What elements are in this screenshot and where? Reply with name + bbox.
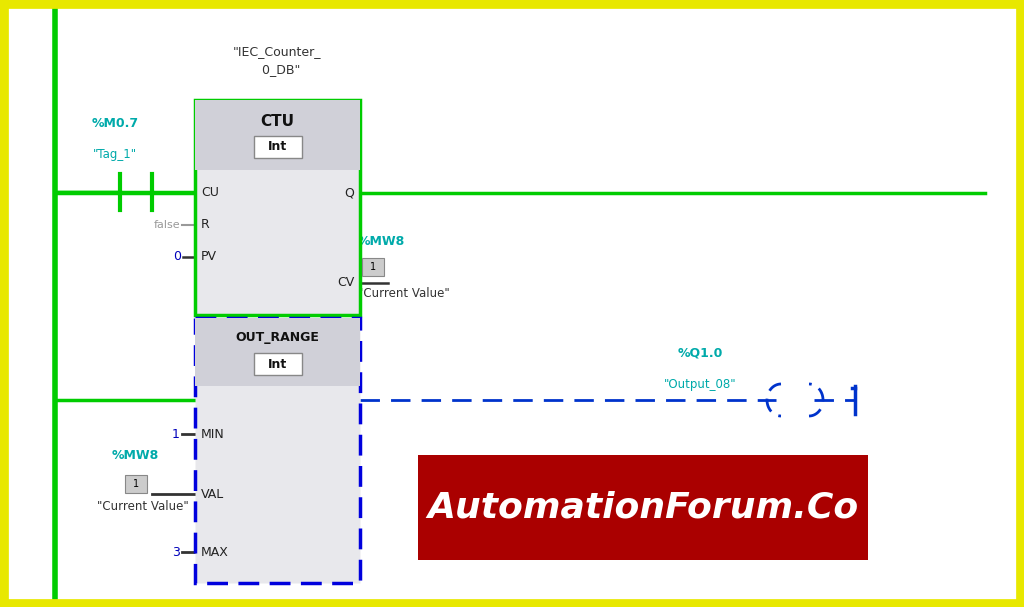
Text: false: false (154, 220, 180, 230)
Text: Q: Q (344, 186, 354, 200)
Bar (418, 455, 868, 560)
Text: PV: PV (201, 251, 217, 263)
Bar (195, 100, 360, 315)
Text: %M0.7: %M0.7 (91, 117, 138, 130)
Text: MIN: MIN (201, 427, 224, 441)
Text: Int: Int (268, 358, 287, 370)
Text: 0_DB": 0_DB" (254, 63, 300, 76)
Text: CTU: CTU (260, 115, 295, 129)
Text: "Output_08": "Output_08" (664, 378, 736, 391)
Text: OUT_RANGE: OUT_RANGE (236, 331, 319, 345)
Text: AutomationForum.Co: AutomationForum.Co (427, 490, 859, 524)
Bar (195, 100, 360, 170)
Text: 3: 3 (172, 546, 180, 558)
Text: Int: Int (268, 140, 287, 154)
Text: "Current Value": "Current Value" (97, 500, 188, 513)
Bar (362, 258, 384, 276)
Bar (254, 353, 301, 375)
Text: %MW8: %MW8 (112, 449, 160, 462)
Text: 1: 1 (370, 262, 376, 272)
Text: "Tag_1": "Tag_1" (93, 148, 137, 161)
Text: 0: 0 (173, 251, 181, 263)
Text: CV: CV (337, 277, 354, 290)
Text: R: R (201, 219, 210, 231)
Text: 1: 1 (172, 427, 180, 441)
Text: VAL: VAL (201, 487, 224, 501)
Bar (195, 318, 360, 583)
Text: %MW8: %MW8 (358, 235, 406, 248)
Text: 1: 1 (133, 479, 139, 489)
Bar (125, 475, 147, 493)
Text: %Q1.0: %Q1.0 (677, 347, 723, 360)
Bar (254, 136, 301, 158)
Text: MAX: MAX (201, 546, 229, 558)
Text: "Current Value": "Current Value" (358, 287, 450, 300)
Text: CU: CU (201, 186, 219, 200)
Bar (195, 318, 360, 386)
Text: "IEC_Counter_: "IEC_Counter_ (232, 45, 322, 58)
